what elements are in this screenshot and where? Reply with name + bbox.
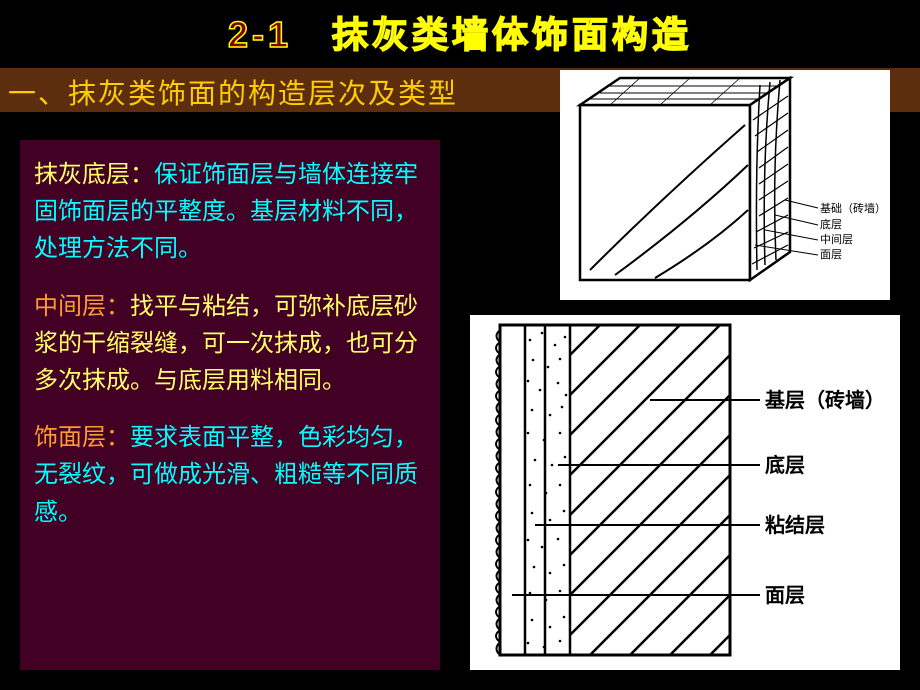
d2-label-4: 面层	[765, 585, 805, 607]
d1-label-1: 基础（砖墙）	[820, 201, 886, 215]
d2-label-1: 基层（砖墙）	[765, 388, 885, 412]
d1-label-4: 面层	[820, 248, 842, 261]
d1-label-2: 底层	[820, 217, 842, 231]
page-title: 2-1 抹灰类墙体饰面构造	[0, 0, 920, 58]
d1-label-3: 中间层	[820, 233, 853, 246]
term-2: 中间层：	[34, 293, 130, 320]
term-3: 饰面层：	[34, 424, 130, 451]
term-1: 抹灰底层：	[34, 161, 154, 188]
diagram-wall-section: 基层（砖墙） 底层 粘结层 面层	[470, 315, 900, 670]
d2-label-3: 粘结层	[765, 513, 825, 537]
diagram-wall-3d: 基础（砖墙） 底层 中间层 面层	[560, 70, 890, 300]
d2-label-2: 底层	[765, 453, 805, 477]
content-box: 抹灰底层：保证饰面层与墙体连接牢固饰面层的平整度。基层材料不同，处理方法不同。 …	[20, 140, 440, 670]
paragraph-2: 中间层：找平与粘结，可弥补底层砂浆的干缩裂缝，可一次抹成，也可分多次抹成。与底层…	[34, 288, 426, 400]
paragraph-3: 饰面层：要求表面平整，色彩均匀，无裂纹，可做成光滑、粗糙等不同质感。	[34, 419, 426, 531]
paragraph-1: 抹灰底层：保证饰面层与墙体连接牢固饰面层的平整度。基层材料不同，处理方法不同。	[34, 156, 426, 268]
